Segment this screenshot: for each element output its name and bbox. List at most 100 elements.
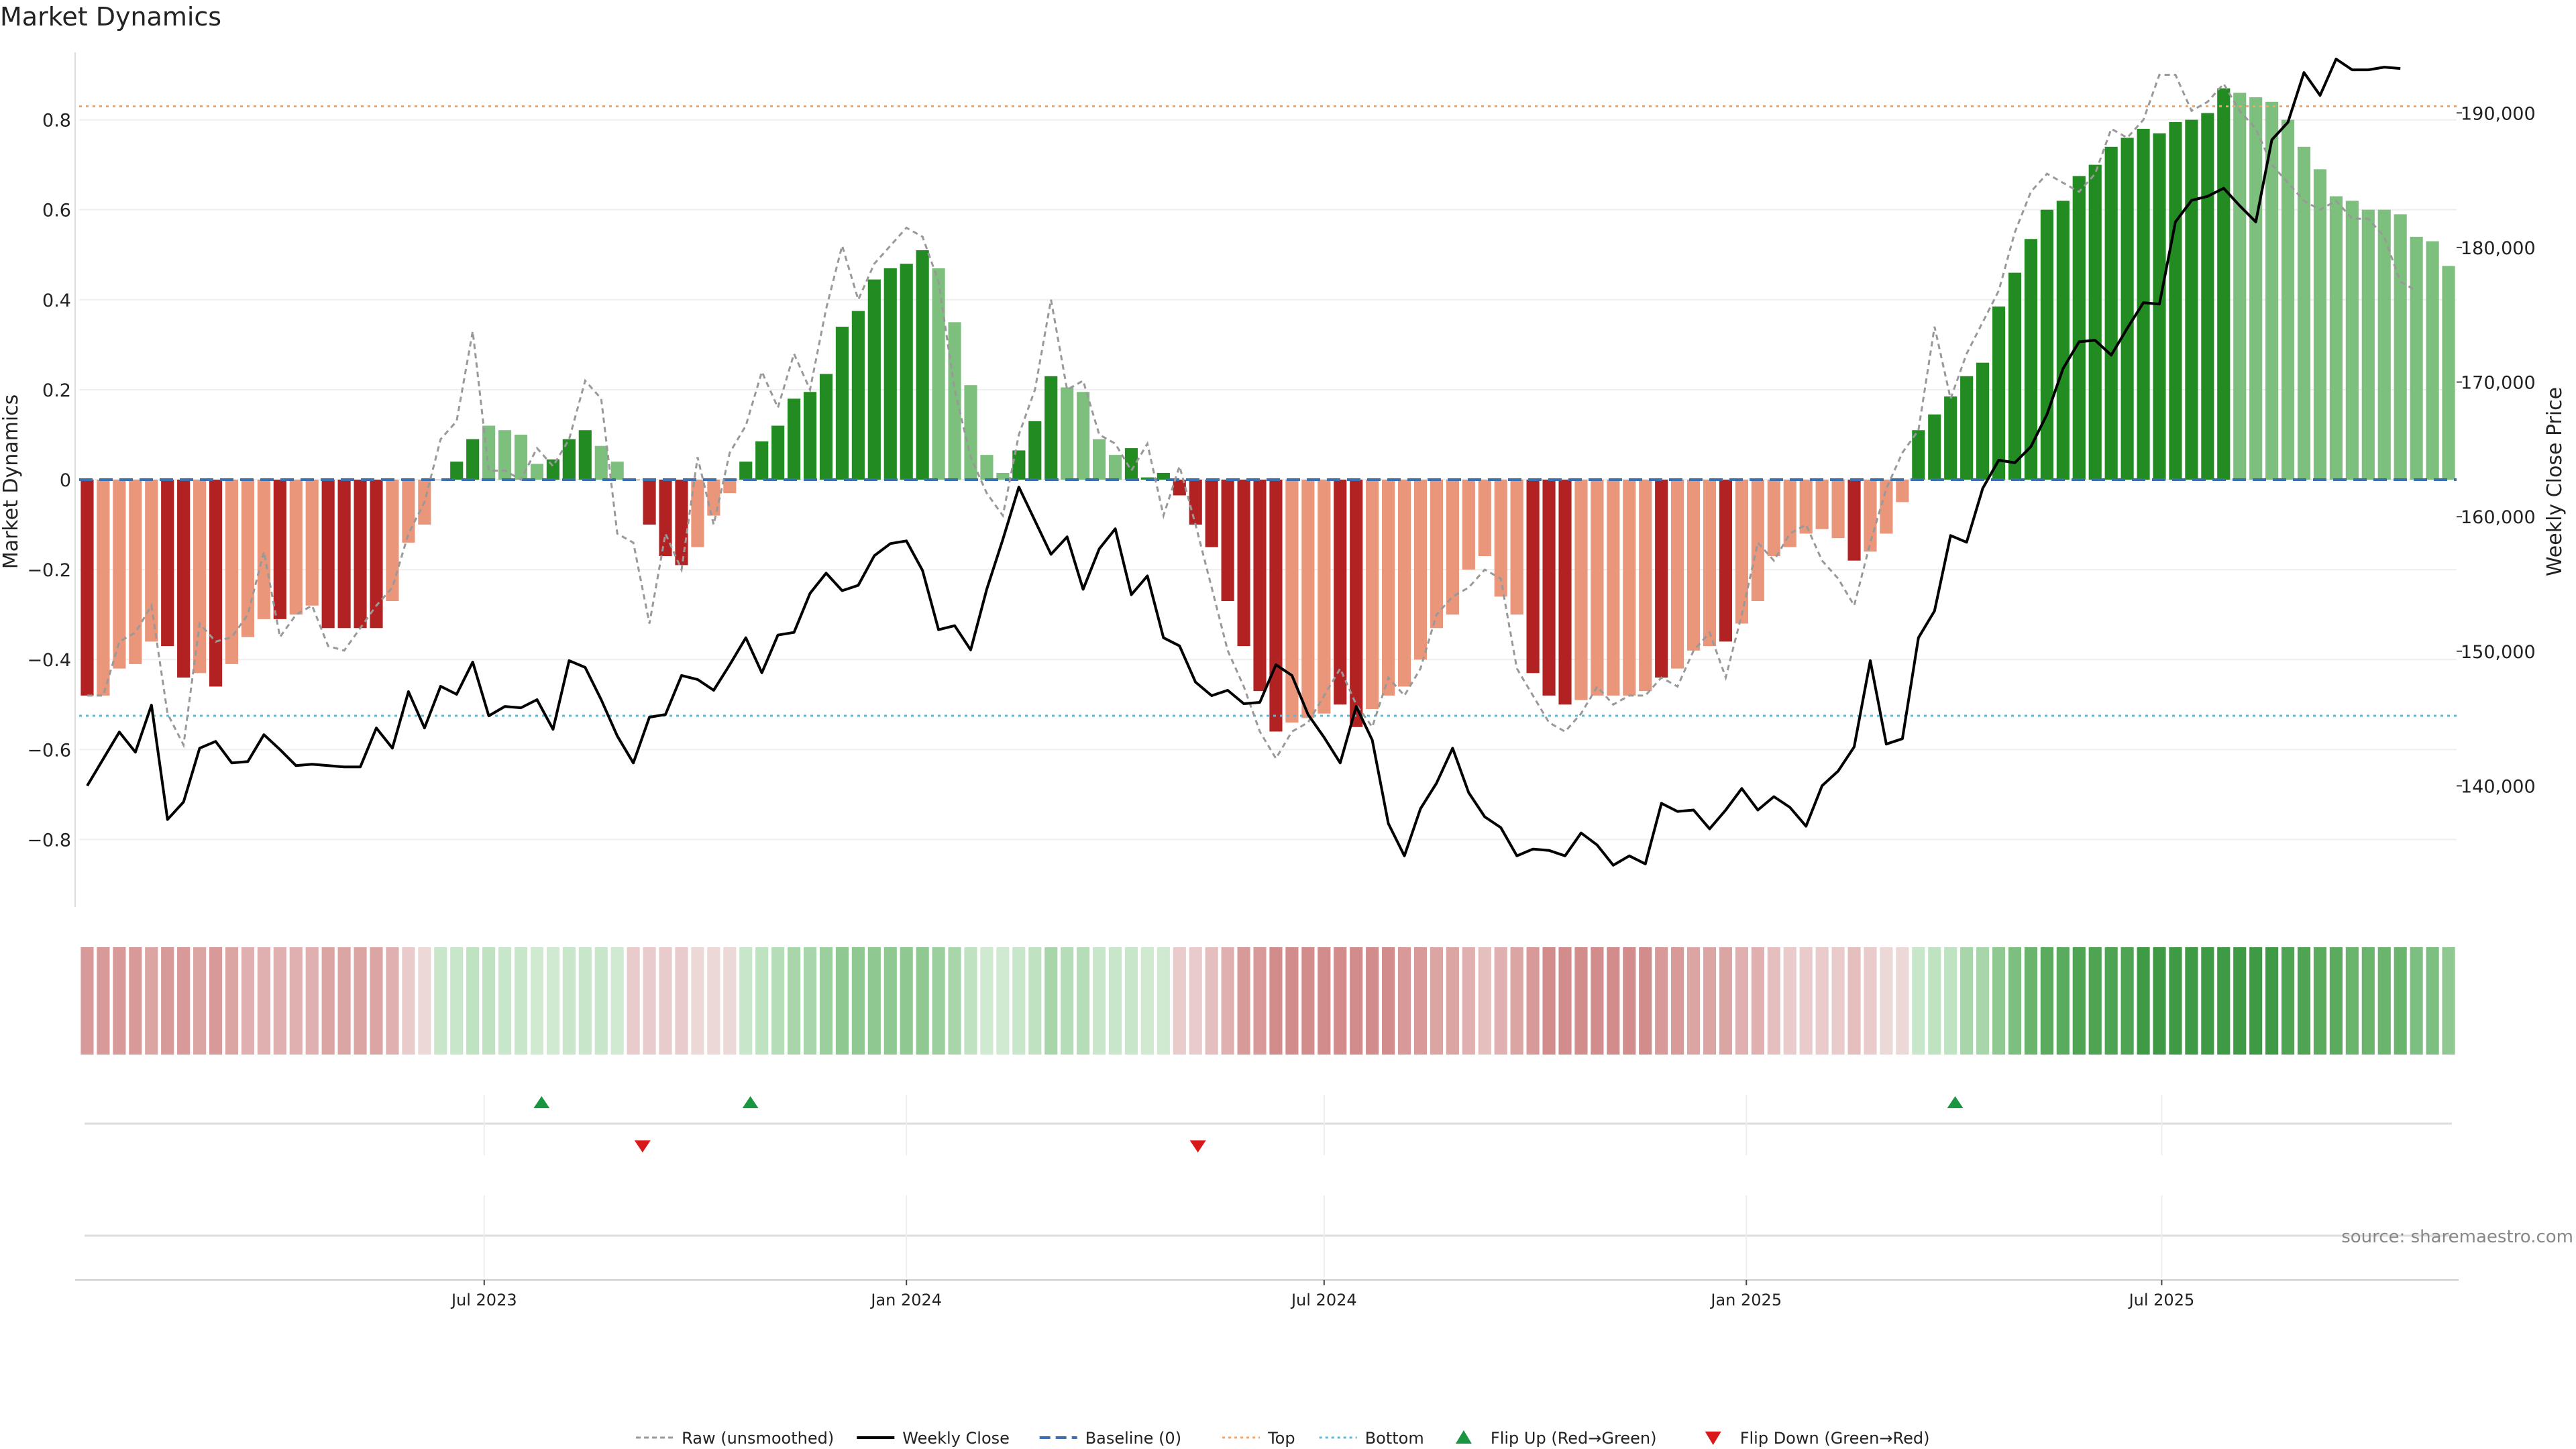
dynamics-bar [835, 327, 849, 480]
raw-series-line [87, 74, 2417, 761]
heat-cell [2313, 947, 2327, 1055]
heat-cell [129, 947, 142, 1055]
dynamics-bar [1382, 480, 1395, 696]
heat-cell [980, 947, 994, 1055]
dynamics-bar [1992, 306, 2006, 480]
heat-cell [2394, 947, 2407, 1055]
heat-cell [1992, 947, 2006, 1055]
dynamics-bar [1542, 480, 1556, 696]
dynamics-bar [1510, 480, 1523, 615]
heat-cell [771, 947, 785, 1055]
heat-cell [1815, 947, 1829, 1055]
dynamics-bar [1591, 480, 1604, 696]
legend-item: Raw (unsmoothed) [636, 1429, 834, 1448]
heat-cell [161, 947, 174, 1055]
heat-cell [2217, 947, 2231, 1055]
dynamics-bar [1092, 439, 1106, 480]
dynamics-bar [97, 480, 110, 696]
legend-item: Flip Down (Green→Red) [1705, 1429, 1929, 1448]
dynamics-bar [1799, 480, 1813, 534]
heat-cell [530, 947, 544, 1055]
y-tick-label: −0.8 [27, 830, 71, 851]
heat-cell [1140, 947, 1154, 1055]
heat-strip [80, 947, 2455, 1055]
dynamics-bar [1462, 480, 1475, 570]
dynamics-bar [867, 279, 881, 480]
heat-cell [546, 947, 559, 1055]
heat-cell [113, 947, 126, 1055]
dynamics-bar [2377, 209, 2391, 480]
chart-title: Market Dynamics [0, 2, 221, 32]
dynamics-bar [2329, 196, 2343, 480]
heat-cell [900, 947, 913, 1055]
y-tick-label: 0.6 [42, 201, 71, 221]
heat-cell [1510, 947, 1523, 1055]
heat-cell [578, 947, 592, 1055]
dynamics-bar [1928, 414, 1941, 480]
dynamics-bar [2265, 101, 2279, 480]
heat-cell [2410, 947, 2423, 1055]
heat-cell [225, 947, 239, 1055]
heat-cell [1719, 947, 1733, 1055]
dynamics-bar [964, 385, 977, 480]
heat-cell [145, 947, 158, 1055]
dynamics-bar [1061, 387, 1074, 480]
dynamics-bar [1686, 480, 1701, 651]
heat-cell [354, 947, 367, 1055]
dynamics-bar [1205, 480, 1218, 547]
heat-cell [1462, 947, 1475, 1055]
dynamics-bar [1173, 480, 1186, 496]
y-tick-label: 0.2 [42, 380, 71, 401]
dynamics-bar [1189, 480, 1202, 525]
heat-cell [2426, 947, 2439, 1055]
heat-cell [788, 947, 801, 1055]
flip-up-marker [1947, 1096, 1964, 1108]
legend-label: Bottom [1365, 1429, 1424, 1448]
source-note: source: sharemaestro.com [2341, 1227, 2573, 1247]
dynamics-bar [80, 480, 94, 696]
heat-cell [434, 947, 447, 1055]
dynamics-bar [177, 480, 191, 678]
dynamics-bar [257, 480, 270, 619]
legend-label: Weekly Close [902, 1429, 1010, 1448]
heat-cell [2249, 947, 2263, 1055]
dynamics-bar [2008, 272, 2022, 480]
heat-cell [1028, 947, 1042, 1055]
dynamics-bar [113, 480, 126, 669]
x-tick-label: Jan 2025 [1709, 1291, 1782, 1309]
dynamics-bar [2024, 239, 2038, 480]
dynamics-bar [161, 480, 174, 647]
heat-cell [2265, 947, 2279, 1055]
heat-cell [2233, 947, 2247, 1055]
heat-cell [659, 947, 672, 1055]
dynamics-bar [1318, 480, 1331, 714]
heat-cell [723, 947, 737, 1055]
dynamics-bar [1494, 480, 1507, 597]
dynamics-bar [193, 480, 207, 674]
dynamics-bar [594, 445, 608, 480]
dynamics-bar [2056, 201, 2070, 480]
dynamics-bar [2072, 176, 2086, 480]
heat-cell [932, 947, 945, 1055]
y2-tick-label: 150,000 [2461, 642, 2536, 663]
dynamics-bar [129, 480, 142, 664]
heat-cell [241, 947, 255, 1055]
dynamics-bar [1639, 480, 1652, 692]
dynamics-bar [305, 480, 319, 606]
dynamics-bar [2394, 214, 2407, 480]
legend-item: Baseline (0) [1039, 1429, 1181, 1448]
dynamics-bar [2345, 201, 2359, 480]
dynamics-bar [1912, 430, 1925, 480]
legend-item: Weekly Close [857, 1429, 1010, 1448]
y-axis-label: Market Dynamics [0, 394, 23, 570]
dynamics-bar [1285, 480, 1299, 723]
dynamics-bar [900, 264, 913, 480]
dynamics-bar [643, 480, 656, 525]
dynamics-bar [2217, 88, 2231, 480]
legend-label: Top [1267, 1429, 1295, 1448]
heat-cell [177, 947, 191, 1055]
dynamics-bar [691, 480, 704, 547]
heat-cell [1864, 947, 1877, 1055]
dynamics-bar [948, 322, 961, 480]
heat-cell [739, 947, 753, 1055]
